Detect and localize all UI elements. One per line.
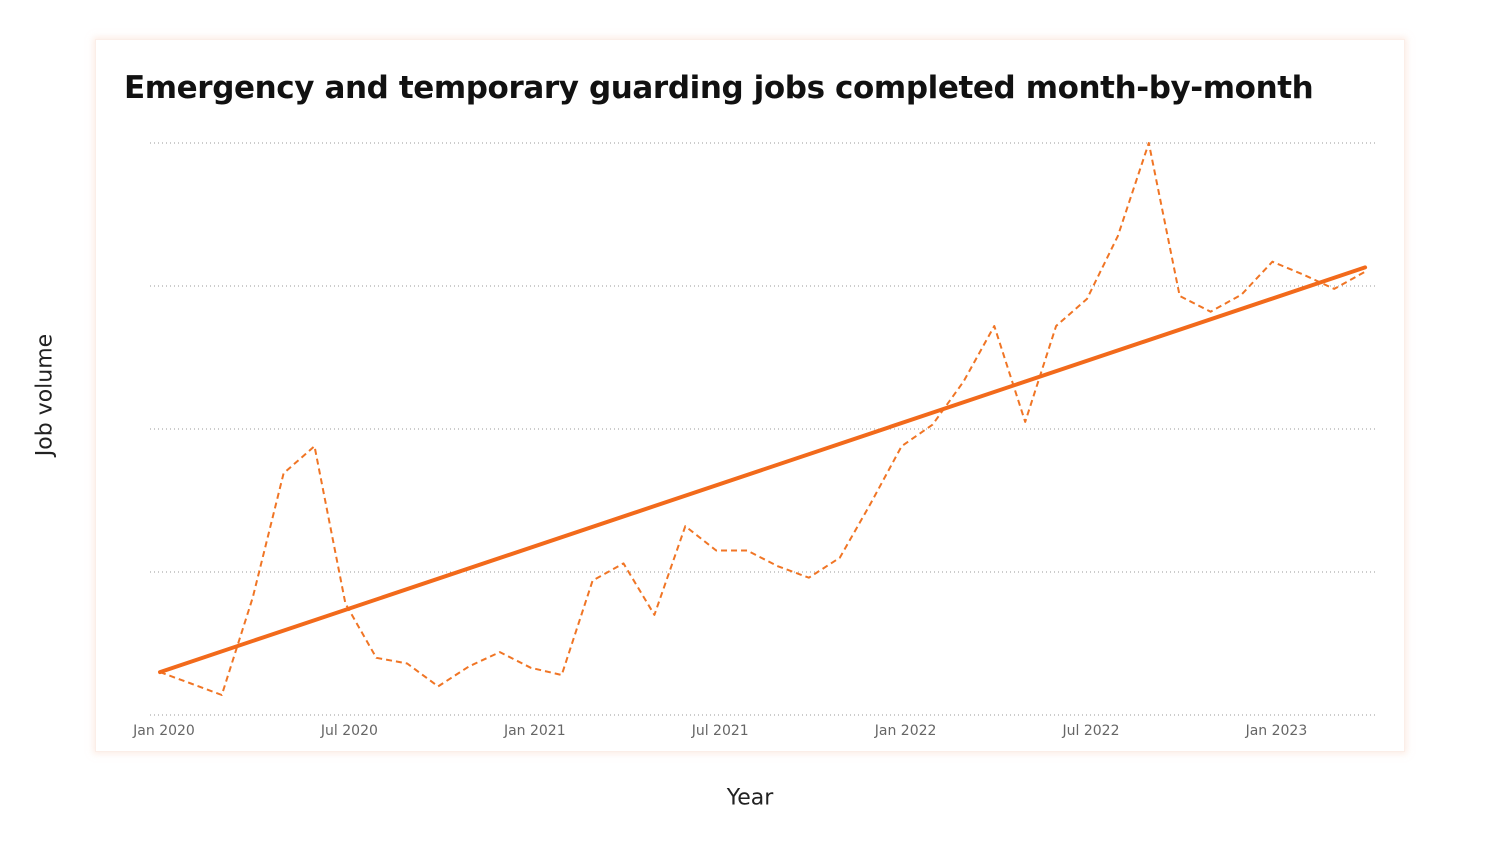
x-tick-label: Jul 2022 [1062, 723, 1120, 739]
x-tick-label: Jan 2020 [132, 723, 195, 739]
x-tick-label: Jul 2021 [691, 723, 749, 739]
series-line-monthly [159, 142, 1366, 696]
x-tick-labels: Jan 2020 Jul 2020 Jan 2021 Jul 2021 Jan 2022… [132, 723, 1307, 739]
grid-lines [150, 142, 1378, 716]
chart-title: Emergency and temporary guarding jobs co… [124, 70, 1314, 106]
chart-card [95, 39, 1405, 752]
x-tick-label: Jul 2020 [320, 723, 378, 739]
x-tick-label: Jan 2021 [503, 723, 566, 739]
x-axis-label: Year [726, 785, 774, 811]
x-tick-label: Jan 2022 [874, 723, 937, 739]
series-layer [158, 142, 1368, 696]
x-tick-label: Jan 2023 [1245, 723, 1308, 739]
series-line-trend [158, 265, 1368, 675]
